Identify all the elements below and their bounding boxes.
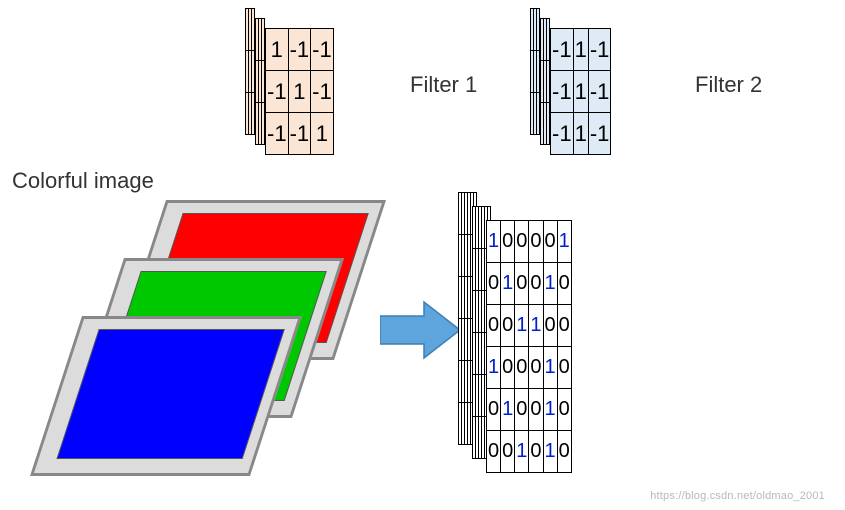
filter2-cell: -1	[551, 113, 574, 155]
feature-cell: 1	[543, 263, 557, 305]
filter1-cell: -1	[288, 113, 311, 155]
feature-cell: 0	[487, 431, 501, 473]
feature-cell: 0	[515, 221, 529, 263]
colorful-image-label: Colorful image	[12, 168, 154, 194]
filter2-cell: 1	[573, 29, 588, 71]
rgb-plane-blue	[30, 316, 302, 476]
filter2-cell: 1	[573, 71, 588, 113]
rgb-inner-blue	[57, 329, 285, 459]
feature-cell: 1	[543, 389, 557, 431]
feature-cell: 0	[515, 263, 529, 305]
feature-cell: 1	[543, 347, 557, 389]
feature-cell: 0	[501, 305, 515, 347]
feature-cell: 1	[515, 431, 529, 473]
feature-cell: 0	[487, 389, 501, 431]
feature-cell: 0	[487, 305, 501, 347]
feature-cell: 0	[501, 221, 515, 263]
filter2-cell: -1	[551, 71, 574, 113]
feature-cell: 0	[557, 347, 571, 389]
filter1-layer-front: 1 -1 -1 -1 1 -1 -1 -1 1	[265, 28, 334, 155]
feature-cell: 0	[557, 305, 571, 347]
watermark-text: https://blog.csdn.net/oldmao_2001	[650, 490, 825, 502]
feature-cell: 1	[557, 221, 571, 263]
feature-cell: 0	[501, 431, 515, 473]
feature-cell: 1	[529, 305, 543, 347]
filter1-cell: 1	[311, 113, 334, 155]
feature-cell: 0	[529, 263, 543, 305]
filter2-cell: -1	[551, 29, 574, 71]
filter2-layer-back	[530, 8, 540, 135]
filter1-cell: 1	[288, 71, 311, 113]
filter2-cell: 1	[573, 113, 588, 155]
filter2-cell: -1	[588, 29, 611, 71]
feature-cell: 0	[515, 347, 529, 389]
filter1-cell: -1	[311, 29, 334, 71]
filter2-layer-front: -1 1 -1 -1 1 -1 -1 1 -1	[550, 28, 611, 155]
filter1-layer-back	[245, 8, 255, 135]
filter2-label: Filter 2	[695, 72, 762, 98]
feature-cell: 0	[543, 221, 557, 263]
feature-cell: 0	[557, 431, 571, 473]
feature-layer-front: 1 0 0 0 0 1 0 1 0 0 1 0 0 0 1 1 0 0 1 0 …	[486, 220, 572, 473]
feature-cell: 0	[529, 221, 543, 263]
feature-cell: 1	[501, 389, 515, 431]
filter1-cell: -1	[288, 29, 311, 71]
feature-cell: 1	[487, 347, 501, 389]
filter1-cell: 1	[266, 29, 289, 71]
arrow-icon	[380, 298, 462, 362]
feature-cell: 0	[529, 347, 543, 389]
feature-cell: 0	[529, 431, 543, 473]
feature-cell: 0	[557, 389, 571, 431]
filter2-layer-mid	[540, 18, 550, 145]
feature-cell: 0	[501, 347, 515, 389]
filter1-cell: -1	[311, 71, 334, 113]
rgb-stack	[40, 200, 420, 490]
filter2-cell: -1	[588, 113, 611, 155]
feature-cell: 0	[543, 305, 557, 347]
filter1-label: Filter 1	[410, 72, 477, 98]
feature-cell: 0	[557, 263, 571, 305]
feature-cell: 1	[515, 305, 529, 347]
feature-cell: 1	[543, 431, 557, 473]
filter1-cell: -1	[266, 113, 289, 155]
feature-cell: 1	[487, 221, 501, 263]
feature-cell: 0	[529, 389, 543, 431]
feature-cell: 0	[487, 263, 501, 305]
filter1-layer-mid	[255, 18, 265, 145]
filter2-cell: -1	[588, 71, 611, 113]
filter1-cell: -1	[266, 71, 289, 113]
feature-cell: 1	[501, 263, 515, 305]
feature-cell: 0	[515, 389, 529, 431]
